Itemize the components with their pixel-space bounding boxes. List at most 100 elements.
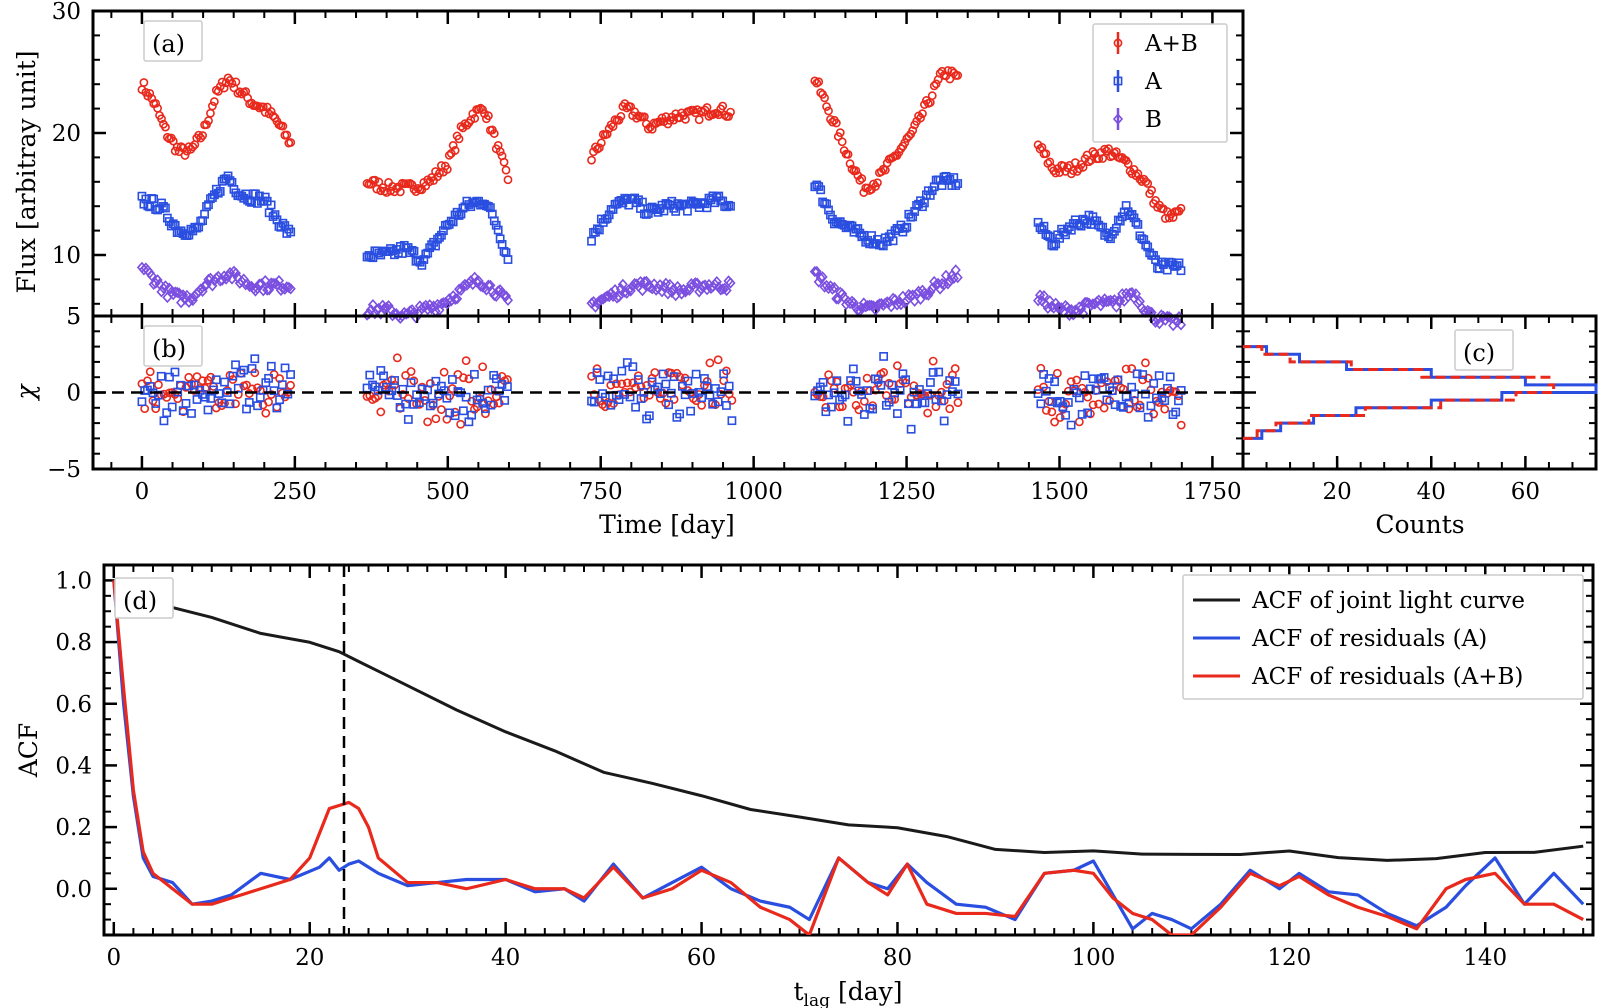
square-residual-a [851, 376, 861, 386]
circle-residual-aplusb [1036, 363, 1046, 373]
circle-marker-aplusb [206, 108, 215, 118]
d-xtick-label: 80 [883, 945, 912, 971]
circle-marker-aplusb [594, 143, 604, 153]
square-residual-a [283, 389, 293, 399]
square-residual-a [661, 379, 671, 389]
legend-label: B [1145, 107, 1162, 133]
square-residual-a [1157, 393, 1167, 403]
panel-b-label: (b) [152, 335, 186, 363]
diamond-marker-b [680, 286, 691, 298]
circle-marker-aplusb [1078, 162, 1088, 172]
panel-b-ylabel: χ [11, 383, 40, 402]
diamond-marker-b [152, 274, 163, 286]
square-residual-a [683, 376, 693, 386]
b-ytick-label: −5 [47, 457, 81, 483]
square-residual-a [903, 399, 913, 409]
circle-residual-aplusb [445, 391, 455, 401]
circle-marker-aplusb [873, 178, 882, 188]
circle-residual-aplusb [1154, 398, 1164, 407]
circle-residual-aplusb [950, 364, 960, 373]
square-residual-a [458, 406, 468, 416]
diamond-marker-b [829, 281, 840, 294]
circle-residual-aplusb [264, 397, 273, 407]
diamond-marker-b [815, 272, 826, 284]
square-residual-a [167, 402, 177, 412]
panel-b-tag: (b) [143, 325, 203, 367]
circle-residual-aplusb [945, 404, 955, 414]
circle-residual-aplusb [650, 368, 660, 377]
circle-residual-aplusb [1074, 417, 1084, 427]
circle-marker-aplusb [857, 174, 867, 183]
b-xtick-label: 500 [426, 479, 470, 505]
square-marker-a [1049, 241, 1059, 251]
circle-marker-aplusb [724, 112, 733, 121]
a-ytick-label: 5 [66, 304, 81, 330]
c-xtick-label: 60 [1511, 479, 1540, 505]
square-marker-a [1039, 221, 1049, 231]
diamond-marker-b [899, 297, 910, 309]
circle-residual-aplusb [606, 380, 616, 390]
square-residual-a [176, 380, 185, 390]
square-residual-a [1066, 420, 1076, 430]
square-residual-a [722, 401, 731, 410]
circle-residual-aplusb [1047, 407, 1057, 417]
square-residual-a [1171, 407, 1181, 417]
circle-residual-aplusb [406, 367, 416, 376]
square-residual-a [401, 399, 410, 409]
circle-marker-aplusb [1084, 157, 1094, 167]
square-residual-a [450, 411, 460, 421]
diamond-marker-b [285, 283, 296, 295]
diamond-marker-b [146, 270, 157, 282]
square-residual-a [272, 403, 282, 413]
square-residual-a [818, 377, 828, 387]
diamond-marker-b [699, 279, 711, 291]
square-residual-a [1047, 397, 1057, 406]
square-residual-a [636, 394, 646, 403]
square-residual-a [945, 376, 955, 385]
diamond-marker-b [264, 284, 275, 296]
circle-marker-aplusb [253, 101, 262, 111]
legend-label: ACF of joint light curve [1251, 588, 1525, 614]
diamond-marker-b [604, 290, 615, 303]
square-residual-a [719, 369, 729, 379]
square-residual-a [826, 402, 836, 412]
square-residual-a [181, 398, 191, 408]
circle-marker-aplusb [454, 134, 464, 144]
square-residual-a [1088, 374, 1098, 384]
circle-residual-aplusb [390, 380, 399, 390]
square-residual-a [1110, 400, 1120, 410]
circle-marker-aplusb [209, 97, 219, 106]
circle-residual-aplusb [436, 405, 446, 414]
square-residual-a [1168, 410, 1178, 419]
square-residual-a [486, 400, 496, 410]
circle-residual-aplusb [478, 362, 488, 372]
square-residual-a [708, 399, 718, 409]
square-residual-a [228, 371, 238, 381]
square-residual-a [658, 369, 668, 379]
square-residual-a [151, 399, 161, 408]
diamond-marker-b [694, 286, 705, 298]
square-residual-a [1050, 377, 1059, 387]
square-residual-a [699, 374, 709, 383]
panel-d-tag: (d) [114, 577, 174, 619]
circle-marker-aplusb [828, 117, 837, 127]
legend-label: A+B [1144, 31, 1198, 57]
circle-marker-aplusb [916, 113, 925, 123]
square-residual-a [1174, 396, 1183, 406]
square-marker-a [499, 246, 509, 256]
b-ytick-label: 0 [66, 381, 81, 407]
circle-residual-aplusb [884, 378, 894, 388]
circle-residual-aplusb [189, 386, 199, 395]
circle-marker-aplusb [380, 186, 390, 196]
diamond-marker-b [596, 293, 607, 306]
square-residual-a [898, 369, 908, 379]
square-marker-a [853, 224, 863, 233]
square-residual-a [669, 372, 679, 382]
square-residual-a [939, 416, 949, 426]
square-residual-a [810, 391, 820, 401]
circle-marker-aplusb [266, 107, 276, 116]
circle-residual-aplusb [481, 409, 490, 419]
diamond-marker-b [923, 289, 934, 301]
circle-marker-aplusb [180, 151, 190, 160]
square-residual-a [503, 382, 512, 392]
